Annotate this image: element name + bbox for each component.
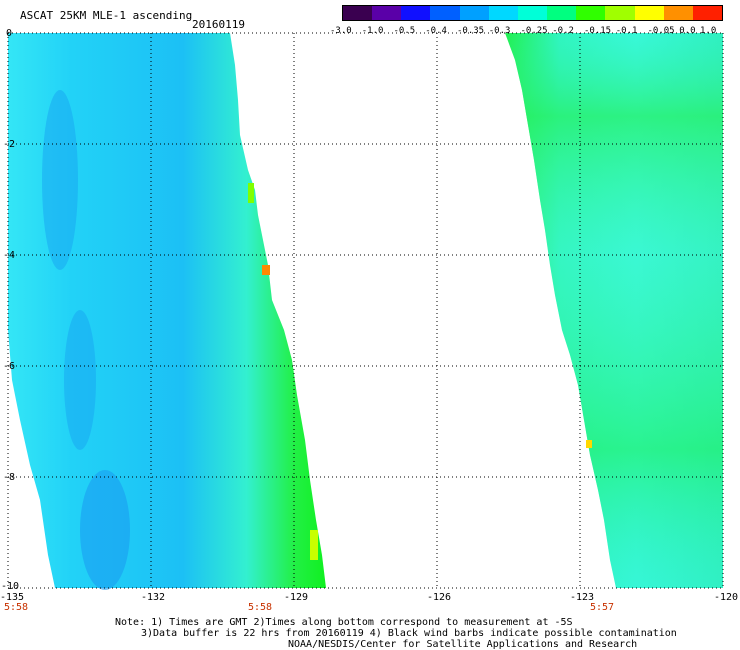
x-tick-label: -129 [284,592,309,603]
high-value-cell [586,440,592,448]
high-value-cell [262,265,270,275]
colorbar-label: -0.1 [615,26,638,36]
note-line-2: 3)Data buffer is 22 hrs from 20160119 4)… [141,628,677,639]
low-value-patch [80,470,130,590]
map-date: 20160119 [192,18,245,31]
x-tick-label: -123 [570,592,595,603]
colorbar-label: -0.4 [425,26,447,36]
left-swath [8,33,326,588]
colorbar-segment [517,6,548,20]
x-tick-label: -135 [0,592,25,603]
colorbar-label: -0.05 [647,26,675,36]
note-line-3: NOAA/NESDIS/Center for Satellite Applica… [288,639,638,650]
colorbar-label: -0.3 [488,26,511,36]
y-tick-label: -6 [3,361,16,372]
x-tick-label: -132 [141,592,166,603]
colorbar-label: -0.5 [393,26,416,36]
colorbar-segment [634,6,664,20]
high-value-cell [248,183,254,203]
colorbar-segment [576,6,606,20]
low-value-patch [64,310,96,450]
colorbar-segment [547,6,577,20]
y-tick-label: -8 [3,472,16,483]
colorbar-segment [459,6,489,20]
colorbar-label: -0.25 [520,26,548,36]
note-line-1: Note: 1) Times are GMT 2)Times along bot… [115,617,573,628]
colorbar-label: -0.2 [552,26,574,36]
colorbar-label: -3.0 [330,26,352,36]
colorbar-segment [605,6,635,20]
y-tick-label: -4 [3,250,16,261]
colorbar-label: 0.0 [679,26,696,36]
colorbar-segment [372,6,402,20]
colorbar-segment [692,6,723,20]
y-tick-label: -2 [3,139,16,150]
colorbar-segment [430,6,460,20]
y-tick-label: 0 [6,28,13,39]
colorbar-label: 1.0 [700,26,717,36]
colorbar-segment [401,6,431,20]
colorbar-segment [488,6,518,20]
right-swath-shading [505,33,723,588]
time-label: 5:57 [590,602,615,613]
x-tick-label: -126 [427,592,452,603]
colorbar [342,5,723,21]
high-value-cell [310,530,318,560]
time-label: 5:58 [4,602,29,613]
map-title: ASCAT 25KM MLE-1 ascending [20,9,193,22]
colorbar-label: -0.35 [457,26,485,36]
low-value-patch [42,90,78,270]
grid [7,32,724,589]
x-tick-label: -120 [714,592,739,603]
time-label: 5:58 [248,602,273,613]
colorbar-segment [663,6,693,20]
colorbar-segment [343,6,373,20]
y-tick-label: -10 [1,581,20,592]
colorbar-label: -0.15 [584,26,612,36]
colorbar-label: -1.0 [361,26,384,36]
